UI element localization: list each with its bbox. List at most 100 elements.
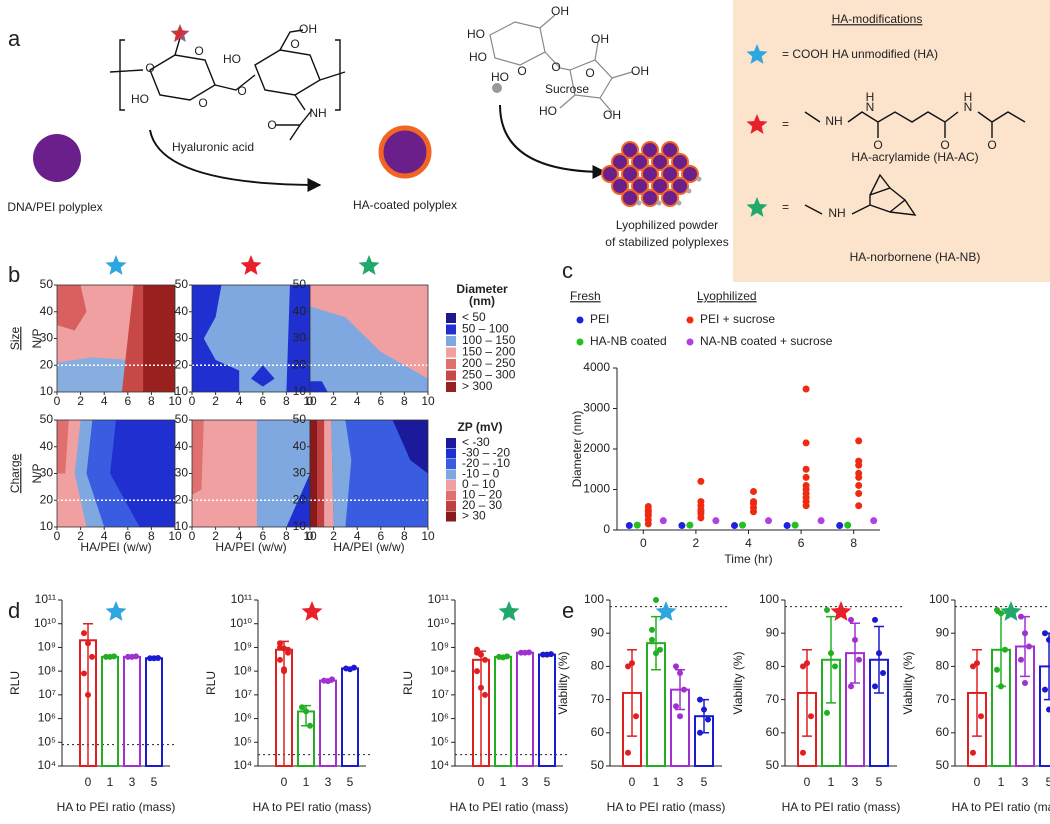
point (824, 606, 830, 613)
point (111, 653, 117, 660)
atom: NH (828, 206, 845, 220)
contour-region (286, 473, 310, 527)
contour-region (392, 420, 428, 474)
point (804, 660, 810, 667)
panel-label: c (562, 258, 573, 283)
atom: HO (467, 27, 485, 41)
atom: OH (551, 4, 569, 18)
atom: NH (825, 114, 842, 128)
y-tick-label: 10¹⁰ (34, 616, 56, 630)
x-tick-label: 10 (303, 529, 317, 543)
legend-label: > 30 (462, 509, 486, 523)
mod-symbol: = (782, 117, 789, 131)
point (697, 498, 705, 506)
legend-swatch (446, 459, 456, 469)
x-tick-label: 5 (1046, 775, 1050, 789)
legend-label: 10 – 20 (462, 488, 502, 502)
mod-symbol: = COOH (782, 47, 828, 61)
powder (601, 141, 702, 207)
bar (101, 655, 119, 767)
x-axis-label: HA to PEI ratio (mass) (952, 800, 1050, 814)
point (765, 517, 772, 525)
y-tick-label: 40 (40, 304, 54, 318)
powder-sucrose (676, 200, 682, 206)
scheme-label: Lyophilized powder (616, 218, 718, 232)
point (828, 650, 834, 657)
point (1022, 630, 1028, 637)
y-tick-label: 80 (766, 659, 780, 673)
y-tick-label: 40 (175, 439, 189, 453)
y-tick-label: 10⁶ (431, 711, 449, 725)
point (844, 521, 852, 529)
y-tick-label: 80 (591, 659, 605, 673)
polyplex (33, 134, 81, 182)
bar (538, 653, 556, 767)
x-tick-label: 1 (500, 775, 507, 789)
point (85, 640, 91, 647)
legend-label: < -30 (462, 435, 490, 449)
point (548, 651, 554, 658)
legend-title: (nm) (469, 294, 495, 308)
scheme-label: of stabilized polyplexes (605, 235, 728, 249)
point (802, 473, 810, 481)
powder-particle (611, 153, 629, 171)
atom: H (964, 90, 973, 104)
y-tick-label: 20 (293, 357, 307, 371)
atom: O (585, 66, 594, 80)
y-tick-label: 10⁶ (38, 711, 56, 725)
powder-sucrose (656, 200, 662, 206)
x-tick-label: 4 (101, 394, 108, 408)
powder-sucrose (686, 188, 692, 194)
atom: O (940, 138, 949, 152)
mod-name: HA-norbornene (HA-NB) (850, 250, 981, 264)
legend-title: Diameter (456, 282, 508, 296)
x-tick-label: 5 (544, 775, 551, 789)
y-tick-label: 70 (591, 692, 605, 706)
point (880, 670, 886, 677)
star (1000, 601, 1022, 621)
point (504, 653, 510, 660)
x-tick-label: 3 (129, 775, 136, 789)
point (808, 713, 814, 720)
x-tick-label: 0 (189, 529, 196, 543)
point (697, 696, 703, 703)
x-tick-label: 2 (77, 394, 84, 408)
point (474, 649, 480, 656)
y-tick-label: 20 (40, 357, 54, 371)
atom: O (237, 84, 246, 98)
point (1022, 680, 1028, 686)
point (876, 650, 882, 657)
legend-marker (576, 338, 584, 346)
powder-particle (661, 141, 679, 159)
legend-swatch (446, 359, 456, 369)
star (655, 601, 677, 621)
powder-particle (661, 165, 679, 183)
error-bar (874, 625, 884, 694)
atom: O (198, 96, 207, 110)
powder-particle (671, 153, 689, 171)
atom: HO (223, 52, 241, 66)
atom: O (987, 138, 996, 152)
bar (123, 655, 141, 767)
legend-swatch (446, 438, 456, 448)
y-tick-label: 10⁴ (37, 758, 56, 772)
x-tick-label: 6 (798, 536, 805, 550)
legend-swatch (446, 469, 456, 480)
atom: HO (131, 92, 149, 106)
y-tick-label: 100 (929, 592, 949, 606)
ac-structure (804, 111, 1026, 138)
point (89, 653, 95, 660)
star (105, 255, 127, 275)
point (1018, 613, 1024, 620)
point (657, 646, 663, 653)
legend-swatch (446, 324, 456, 335)
y-tick-label: 50 (936, 758, 950, 772)
y-tick-label: 60 (766, 725, 780, 739)
point (649, 636, 655, 643)
y-tick-label: 10¹⁰ (427, 616, 449, 630)
y-tick-label: 50 (175, 412, 189, 426)
legend-swatch (446, 347, 456, 358)
legend-swatch (446, 336, 456, 346)
legend-swatch (446, 480, 456, 490)
row-label: Charge (8, 453, 22, 493)
